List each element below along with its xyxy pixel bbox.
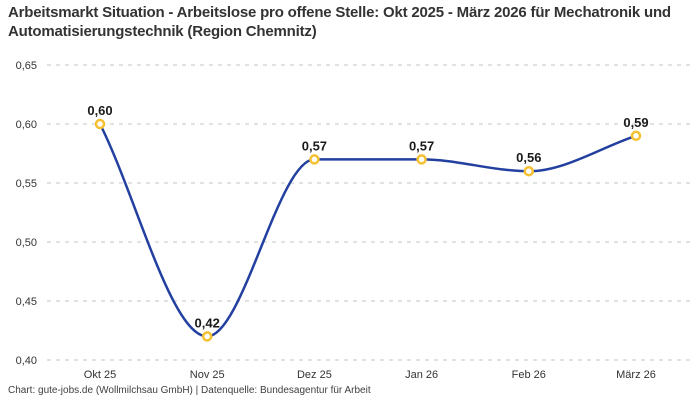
- data-point-marker: [201, 331, 213, 342]
- x-tick-label: Dez 25: [297, 369, 332, 381]
- y-tick-label: 0,60: [16, 119, 37, 131]
- data-point-marker: [309, 154, 320, 165]
- data-point-label: 0,56: [516, 150, 541, 165]
- y-tick-label: 0,55: [16, 178, 37, 190]
- data-point-marker: [523, 165, 535, 177]
- chart-attribution: Chart: gute-jobs.de (Wollmilchsau GmbH) …: [8, 385, 371, 396]
- data-point-marker: [416, 154, 427, 165]
- x-tick-label: März 26: [616, 369, 656, 381]
- data-point-marker: [94, 118, 106, 130]
- data-point-label: 0,59: [623, 115, 648, 130]
- trend-line: [98, 122, 638, 338]
- data-point-label: 0,60: [87, 103, 112, 118]
- x-tick-label: Jan 26: [405, 369, 438, 381]
- y-tick-label: 0,40: [16, 355, 37, 367]
- data-point-label: 0,57: [409, 138, 434, 153]
- data-point-marker: [630, 130, 642, 142]
- x-tick-label: Okt 25: [84, 369, 116, 381]
- data-point-label: 0,57: [302, 138, 327, 153]
- chart-title: Arbeitsmarkt Situation - Arbeitslose pro…: [8, 4, 671, 40]
- x-tick-label: Feb 26: [512, 369, 546, 381]
- y-tick-label: 0,50: [16, 237, 37, 249]
- y-tick-label: 0,65: [16, 60, 37, 72]
- x-tick-label: Nov 25: [190, 369, 225, 381]
- data-point-label: 0,42: [195, 315, 220, 330]
- y-tick-label: 0,45: [16, 296, 37, 308]
